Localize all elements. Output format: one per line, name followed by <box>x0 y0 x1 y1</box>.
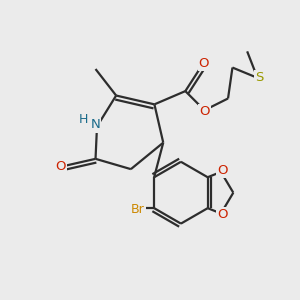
Text: O: O <box>199 57 209 70</box>
Text: O: O <box>217 164 228 177</box>
Text: O: O <box>56 160 66 173</box>
Text: O: O <box>199 105 210 118</box>
Text: O: O <box>217 208 228 221</box>
Text: H: H <box>79 112 88 126</box>
Text: S: S <box>255 71 263 84</box>
Text: Br: Br <box>131 203 145 216</box>
Text: N: N <box>91 118 100 131</box>
